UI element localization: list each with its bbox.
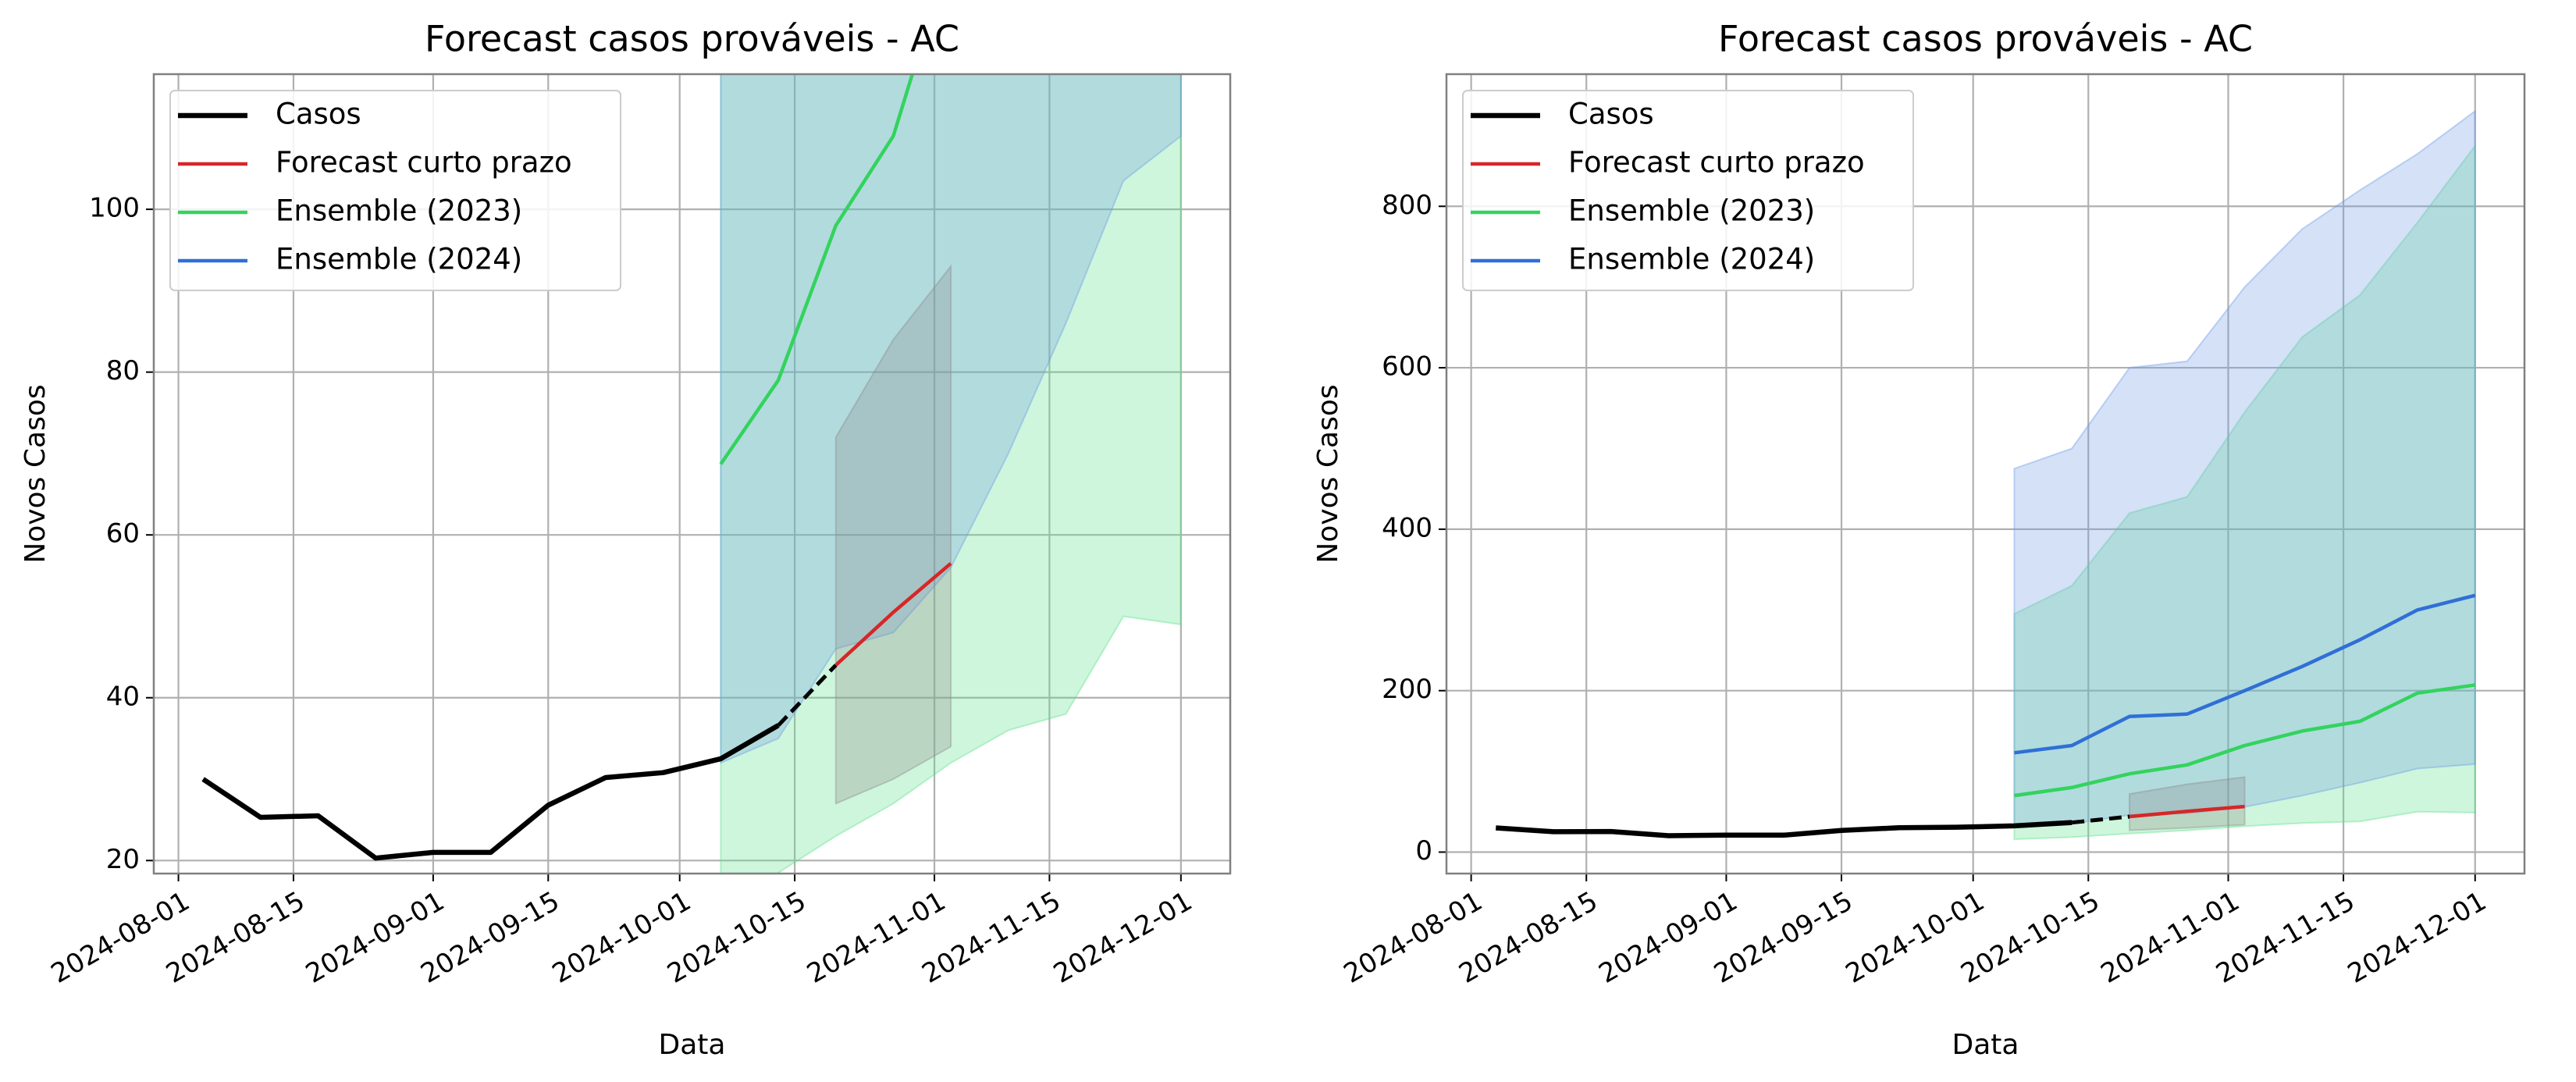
plot-area — [1496, 109, 2476, 840]
legend-box — [169, 90, 621, 291]
series-line — [834, 561, 952, 667]
y-tick-label: 40 — [106, 681, 140, 712]
y-tick-label: 60 — [106, 518, 140, 550]
series-line — [1496, 820, 2073, 838]
plot-area — [201, 74, 1182, 874]
legend-label: Casos — [276, 98, 361, 131]
y-axis-label: Novos Casos — [1312, 384, 1344, 563]
legend-label: Casos — [1568, 98, 1654, 131]
axes-frame — [1445, 73, 2526, 875]
legend-label: Ensemble (2024) — [276, 243, 522, 276]
chart-title: Forecast casos prováveis - AC — [1718, 18, 2253, 60]
band — [834, 264, 952, 805]
series-line — [719, 74, 915, 465]
band — [720, 74, 1182, 874]
x-axis-label: Data — [1952, 1029, 2019, 1061]
series-line — [201, 723, 780, 861]
legend-label: Ensemble (2023) — [276, 194, 522, 228]
band — [2128, 776, 2246, 831]
connector — [777, 664, 838, 727]
band — [720, 74, 1182, 764]
y-tick-label: 800 — [1382, 190, 1432, 221]
y-tick-label: 0 — [1415, 835, 1432, 867]
legend-box — [1462, 90, 1914, 291]
y-tick-label: 100 — [89, 193, 140, 224]
axes-frame — [152, 73, 1232, 875]
legend-label: Forecast curto prazo — [1568, 146, 1865, 180]
band — [2013, 109, 2476, 828]
legend-label: Forecast curto prazo — [276, 146, 572, 180]
y-tick-label: 400 — [1382, 512, 1432, 543]
y-tick-label: 200 — [1382, 674, 1432, 705]
series-line — [2014, 683, 2476, 798]
y-tick-label: 20 — [106, 844, 140, 875]
chart-title: Forecast casos prováveis - AC — [425, 18, 959, 60]
band — [2013, 143, 2476, 840]
y-tick-label: 80 — [106, 355, 140, 386]
legend-label: Ensemble (2023) — [1568, 194, 1815, 228]
connector — [2071, 814, 2130, 825]
subplot: 2024-08-012024-08-152024-09-012024-09-15… — [1312, 18, 2526, 1061]
legend-label: Ensemble (2024) — [1568, 243, 1815, 276]
y-tick-label: 600 — [1382, 351, 1432, 383]
subplot: 2024-08-012024-08-152024-09-012024-09-15… — [20, 18, 1232, 1061]
y-axis-label: Novos Casos — [20, 384, 52, 563]
x-axis-label: Data — [659, 1029, 726, 1061]
x-tick-label: 2024-12-01 — [1048, 885, 1197, 989]
series-line — [2129, 804, 2245, 819]
x-tick-label: 2024-12-01 — [2343, 885, 2492, 989]
series-line — [2014, 593, 2476, 755]
